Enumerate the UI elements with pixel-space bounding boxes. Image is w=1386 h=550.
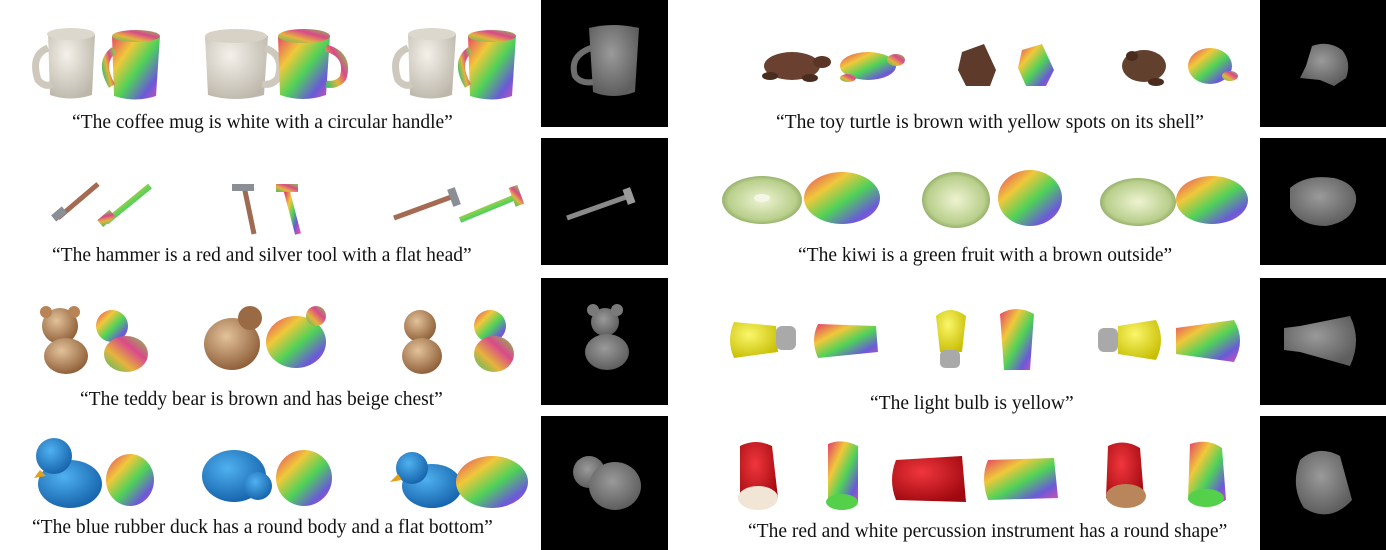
hammer-normal-view-3 [458, 184, 525, 223]
panel-kiwi: “The kiwi is a green fruit with a brown … [700, 138, 1260, 278]
depth-kiwi-shape [1290, 177, 1357, 226]
mug-renders [32, 28, 516, 100]
turtle-rgb-view-2 [958, 44, 996, 86]
duck-normal-view-2 [276, 450, 332, 506]
depth-map-teddy [541, 278, 668, 405]
hammer-rgb-view-1 [51, 182, 100, 222]
panel-mug: “The coffee mug is white with a circular… [0, 0, 530, 140]
duck-renders [34, 438, 528, 508]
caption-duck: “The blue rubber duck has a round body a… [32, 517, 493, 538]
caption-kiwi: “The kiwi is a green fruit with a brown … [798, 245, 1173, 266]
teddy-rgb-view-1 [40, 306, 88, 374]
kiwi-rgb-view-1 [722, 176, 802, 224]
drum-normal-view-2 [984, 458, 1058, 500]
kiwi-normal-view-1 [804, 172, 880, 224]
duck-rgb-view-2 [202, 450, 272, 502]
depth-duck-shape [573, 456, 641, 510]
panel-bulb: “The light bulb is yellow” [700, 278, 1260, 418]
turtle-normal-view-1 [840, 52, 905, 82]
caption-bulb: “The light bulb is yellow” [870, 393, 1074, 414]
depth-map-hammer [541, 138, 668, 265]
caption-turtle: “The toy turtle is brown with yellow spo… [776, 112, 1204, 133]
panel-drum: “The red and white percussion instrument… [700, 416, 1260, 550]
depth-drum-shape [1295, 450, 1352, 515]
kiwi-renders [722, 170, 1248, 228]
teddy-renders [40, 306, 514, 374]
kiwi-normal-view-2 [998, 170, 1062, 226]
mug-normal-view-1 [102, 30, 160, 100]
depth-hammer-shape [566, 187, 636, 221]
hammer-rgb-view-2 [232, 184, 257, 235]
turtle-rgb-view-1 [762, 52, 831, 82]
duck-rgb-view-3 [390, 452, 462, 508]
depth-teddy-shape [585, 304, 629, 370]
bulb-normal-view-3 [1176, 320, 1240, 362]
hammer-renders [51, 182, 525, 235]
turtle-rgb-view-3 [1122, 50, 1166, 86]
teddy-rgb-view-2 [204, 306, 262, 370]
kiwi-normal-view-3 [1176, 176, 1248, 224]
drum-renders [738, 441, 1226, 510]
drum-normal-view-3 [1188, 441, 1226, 507]
depth-map-duck [541, 416, 668, 550]
turtle-normal-view-3 [1188, 48, 1238, 84]
mug-rgb-view-3 [392, 28, 456, 99]
turtle-normal-view-2 [1018, 44, 1054, 86]
hammer-rgb-view-3 [393, 187, 461, 221]
bulb-normal-view-2 [1000, 309, 1034, 370]
panel-turtle: “The toy turtle is brown with yellow spo… [700, 0, 1260, 140]
kiwi-rgb-view-2 [922, 172, 990, 228]
bulb-rgb-view-2 [936, 310, 966, 368]
panel-hammer: “The hammer is a red and silver tool wit… [0, 138, 530, 278]
bulb-renders [730, 309, 1240, 370]
caption-drum: “The red and white percussion instrument… [748, 521, 1228, 542]
bulb-rgb-view-1 [730, 322, 796, 358]
bulb-rgb-view-3 [1098, 320, 1161, 360]
duck-normal-view-1 [106, 454, 154, 506]
mug-normal-view-2 [278, 29, 349, 99]
depth-mug-shape [570, 25, 639, 96]
depth-map-mug [541, 0, 668, 127]
caption-mug: “The coffee mug is white with a circular… [72, 112, 453, 133]
depth-map-bulb [1260, 278, 1386, 405]
caption-hammer: “The hammer is a red and silver tool wit… [52, 245, 472, 266]
kiwi-rgb-view-3 [1100, 178, 1176, 226]
panel-teddy: “The teddy bear is brown and has beige c… [0, 278, 530, 418]
depth-map-turtle [1260, 0, 1386, 127]
teddy-normal-view-2 [266, 306, 326, 368]
panel-duck: “The blue rubber duck has a round body a… [0, 416, 530, 550]
teddy-normal-view-1 [96, 310, 148, 372]
depth-map-drum [1260, 416, 1386, 550]
drum-rgb-view-2 [892, 456, 966, 502]
duck-rgb-view-1 [34, 438, 102, 508]
depth-turtle-shape [1300, 43, 1349, 86]
depth-bulb-shape [1284, 316, 1356, 366]
hammer-normal-view-2 [276, 184, 301, 235]
drum-rgb-view-3 [1106, 442, 1146, 508]
bulb-normal-view-1 [814, 324, 878, 358]
hammer-normal-view-1 [97, 183, 152, 227]
mug-rgb-view-1 [32, 28, 95, 99]
teddy-rgb-view-3 [402, 310, 442, 374]
mug-normal-view-3 [458, 30, 516, 100]
drum-rgb-view-1 [738, 442, 778, 510]
teddy-normal-view-3 [474, 310, 514, 372]
turtle-renders [762, 44, 1238, 86]
duck-normal-view-3 [456, 456, 528, 508]
drum-normal-view-1 [826, 441, 858, 510]
caption-teddy: “The teddy bear is brown and has beige c… [80, 389, 443, 410]
depth-map-kiwi [1260, 138, 1386, 265]
mug-rgb-view-2 [205, 29, 284, 99]
